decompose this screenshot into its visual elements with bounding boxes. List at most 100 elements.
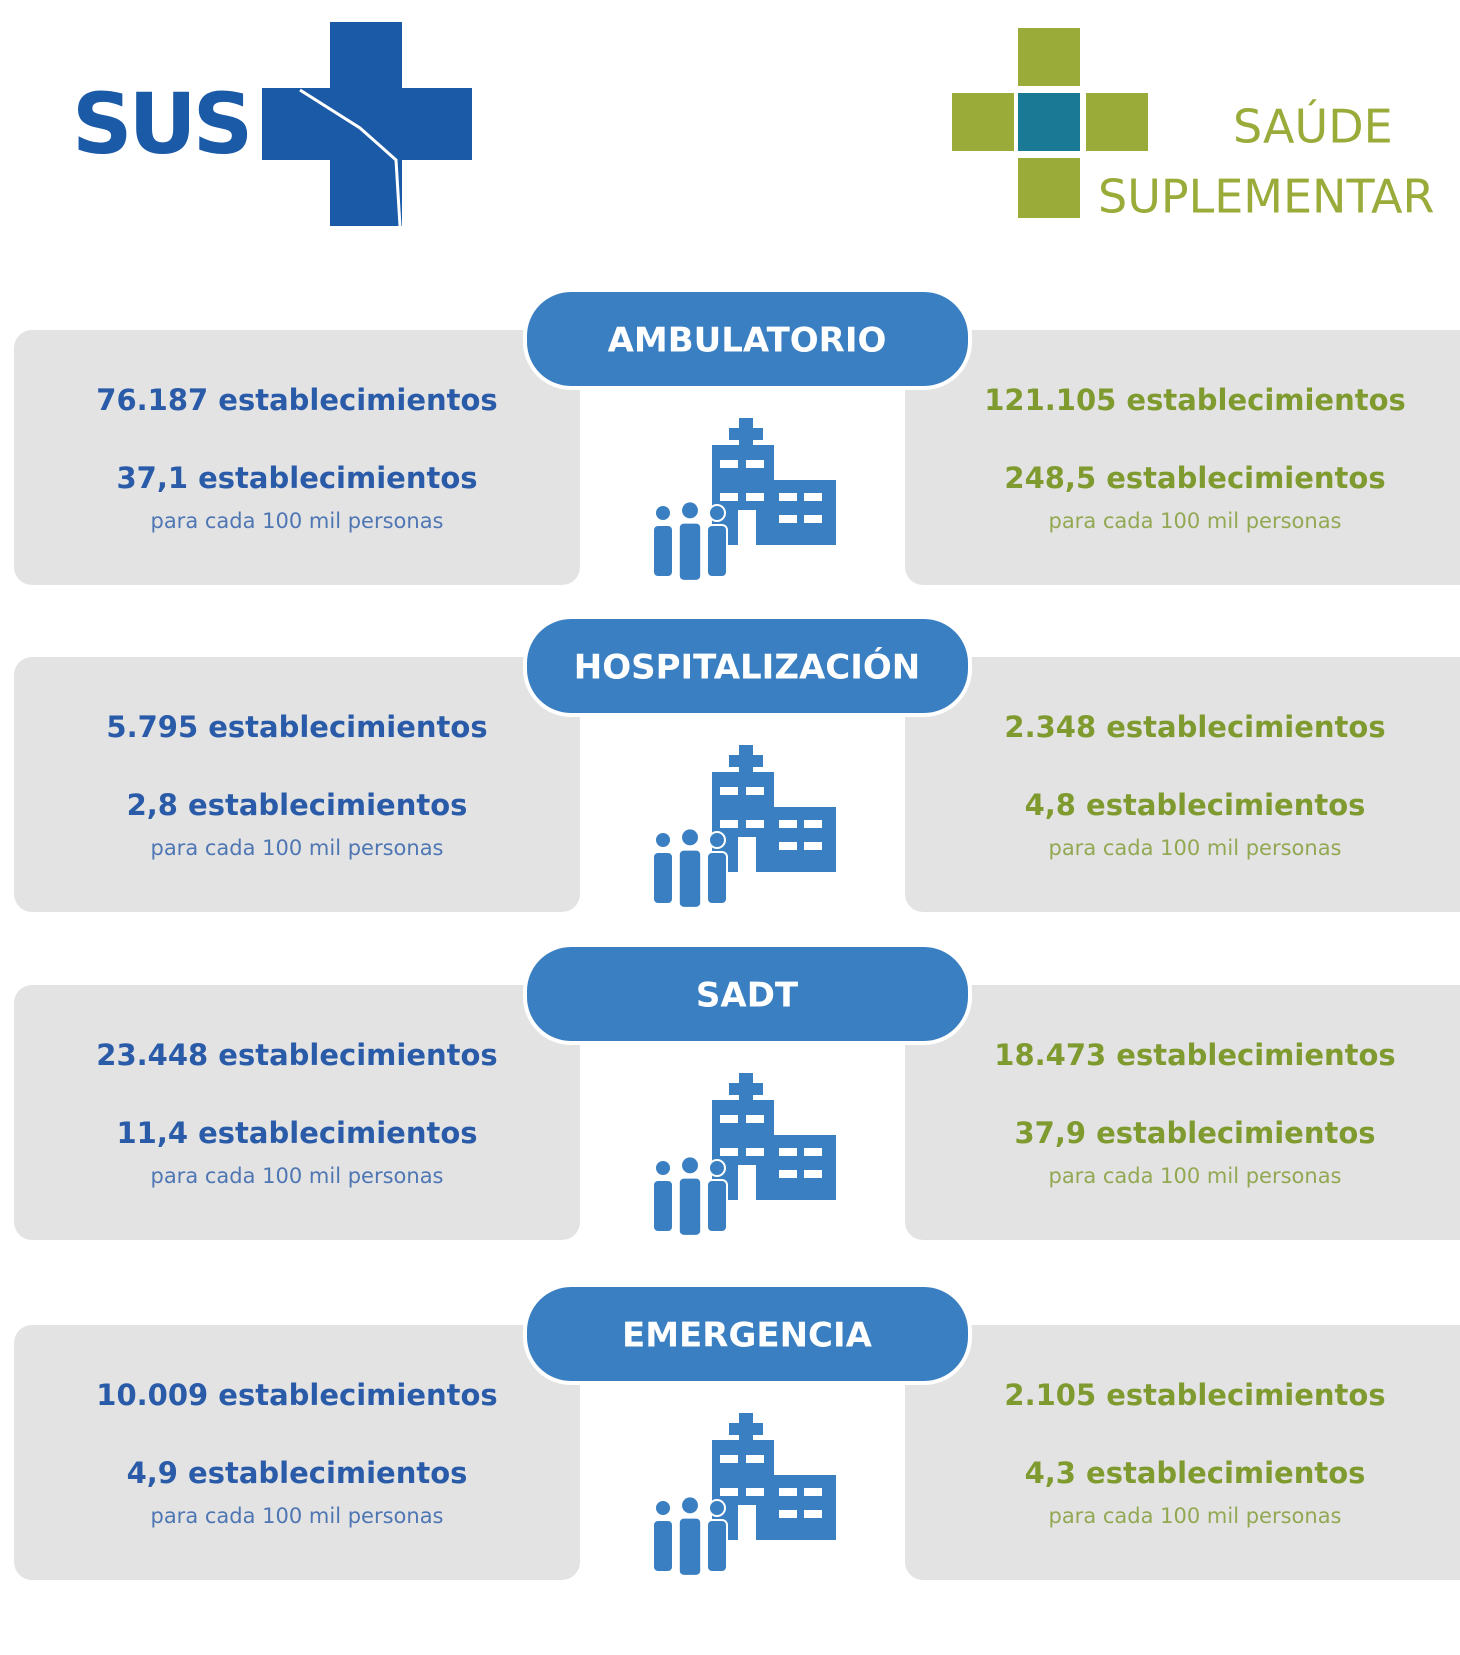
person-body — [652, 524, 674, 578]
window — [746, 1488, 764, 1496]
person-body — [706, 851, 728, 905]
section-pill — [523, 288, 972, 390]
window — [779, 842, 797, 850]
total: 2.105 establecimientos — [1004, 1378, 1385, 1412]
person-head — [654, 831, 672, 849]
person-body — [706, 1179, 728, 1233]
person-head — [680, 1495, 700, 1516]
panel — [14, 985, 580, 1240]
cross — [729, 745, 763, 777]
window — [804, 1148, 822, 1156]
rate: 2,8 establecimientos — [127, 788, 468, 822]
panel — [14, 330, 580, 585]
square — [952, 93, 1014, 151]
window — [746, 1148, 764, 1156]
person-head — [654, 1159, 672, 1177]
section-pill — [523, 1283, 972, 1385]
total: 23.448 establecimientos — [96, 1038, 497, 1072]
note: para cada 100 mil personas — [150, 1504, 443, 1528]
panel — [905, 1325, 1460, 1580]
window — [779, 1170, 797, 1178]
note: para cada 100 mil personas — [150, 836, 443, 860]
panel — [905, 985, 1460, 1240]
note: para cada 100 mil personas — [150, 1164, 443, 1188]
door — [738, 1505, 756, 1540]
window — [779, 820, 797, 828]
note: para cada 100 mil personas — [1048, 836, 1341, 860]
rate: 37,9 establecimientos — [1014, 1116, 1375, 1150]
panel — [14, 657, 580, 912]
window — [804, 515, 822, 523]
rate: 37,1 establecimientos — [116, 461, 477, 495]
total: 18.473 establecimientos — [994, 1038, 1395, 1072]
building — [712, 480, 836, 545]
window — [746, 1115, 764, 1123]
square — [1018, 158, 1080, 218]
person-body — [677, 1516, 703, 1577]
door — [738, 837, 756, 872]
window — [746, 787, 764, 795]
person-head — [680, 500, 700, 521]
building — [712, 807, 836, 872]
window — [804, 820, 822, 828]
person-body — [652, 1519, 674, 1573]
section: SADT 23.448 establecimientos 11,4 establec… — [14, 943, 1460, 1240]
cross-horizontal — [262, 88, 472, 160]
cross-line — [299, 88, 402, 227]
window — [720, 820, 738, 828]
cross — [729, 1073, 763, 1105]
building — [712, 1475, 836, 1540]
person-body — [706, 524, 728, 578]
hospital-icon — [652, 745, 836, 909]
window — [804, 493, 822, 501]
window — [720, 460, 738, 468]
window — [746, 493, 764, 501]
person-head — [680, 1155, 700, 1176]
panel — [905, 330, 1460, 585]
hospital-icon — [652, 1073, 836, 1237]
person-head — [708, 831, 726, 849]
square — [1018, 93, 1080, 151]
rate: 4,3 establecimientos — [1025, 1456, 1366, 1490]
square — [1086, 93, 1148, 151]
person-head — [708, 1159, 726, 1177]
rate: 4,9 establecimientos — [127, 1456, 468, 1490]
section-title: EMERGENCIA — [622, 1316, 873, 1356]
section-title: SADT — [696, 976, 799, 1016]
person-body — [677, 1176, 703, 1237]
building — [712, 1135, 836, 1200]
window — [720, 1455, 738, 1463]
total: 2.348 establecimientos — [1004, 710, 1385, 744]
total: 121.105 establecimientos — [984, 383, 1406, 417]
hospital-icon — [652, 1413, 836, 1577]
window — [720, 787, 738, 795]
ans-logo: SAÚDE SUPLEMENTAR — [952, 28, 1434, 224]
cross — [729, 1413, 763, 1445]
section: AMBULATORIO 76.187 establecimientos 37,1 e… — [14, 288, 1460, 585]
section-title: HOSPITALIZACIÓN — [574, 647, 921, 688]
section-pill — [523, 615, 972, 717]
window — [804, 1510, 822, 1518]
section: HOSPITALIZACIÓN 5.795 establecimientos 2,8… — [14, 615, 1460, 912]
total: 76.187 establecimientos — [96, 383, 497, 417]
square — [1018, 28, 1080, 86]
section: EMERGENCIA 10.009 establecimientos 4,9 est… — [14, 1283, 1460, 1580]
person-body — [677, 848, 703, 909]
person-body — [706, 1519, 728, 1573]
sus-logo: SUS — [72, 22, 472, 227]
person-head — [680, 827, 700, 848]
window — [746, 820, 764, 828]
note: para cada 100 mil personas — [1048, 509, 1341, 533]
window — [804, 1170, 822, 1178]
window — [779, 1488, 797, 1496]
person-head — [654, 504, 672, 522]
section-pill — [523, 943, 972, 1045]
note: para cada 100 mil personas — [150, 509, 443, 533]
panel — [14, 1325, 580, 1580]
person-body — [677, 521, 703, 582]
note: para cada 100 mil personas — [1048, 1164, 1341, 1188]
window — [779, 1148, 797, 1156]
window — [779, 1510, 797, 1518]
person-head — [708, 1499, 726, 1517]
total: 5.795 establecimientos — [106, 710, 487, 744]
